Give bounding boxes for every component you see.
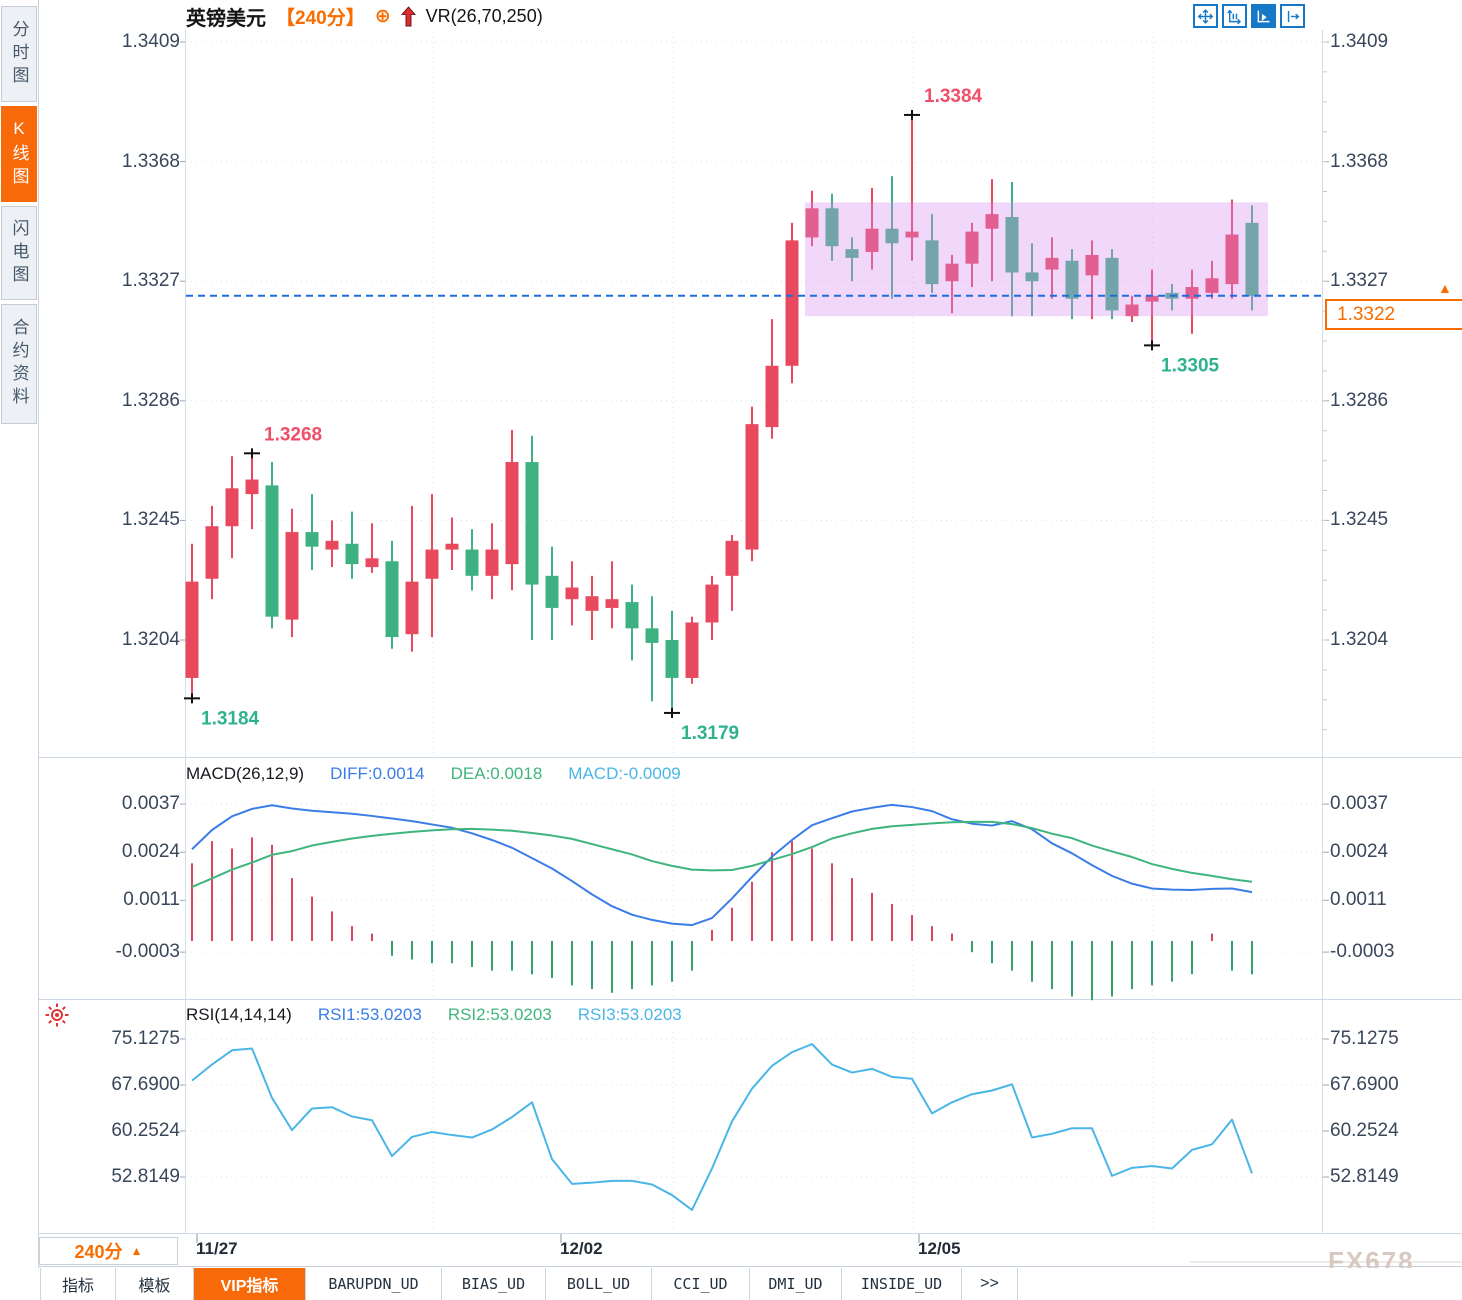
svg-text:1.3179: 1.3179 xyxy=(681,723,739,744)
rsi-header: RSI(14,14,14) RSI1:53.0203 RSI2:53.0203 … xyxy=(186,1005,682,1025)
rsi1-value: RSI1:53.0203 xyxy=(317,1005,422,1024)
add-indicator-icon[interactable]: ⊕ xyxy=(374,5,391,27)
tab-vip[interactable]: VIP指标 xyxy=(194,1268,306,1300)
svg-text:1.3384: 1.3384 xyxy=(924,86,983,107)
macd-diff-value: DIFF:0.0014 xyxy=(330,764,425,783)
period-label[interactable]: 【240分】 xyxy=(276,8,365,29)
sidebar-item-time-chart[interactable]: 分时图 xyxy=(1,6,37,102)
pointer-scale-icon[interactable] xyxy=(1251,4,1276,28)
macd-value: MACD:-0.0009 xyxy=(568,764,681,783)
macd-dea-value: DEA:0.0018 xyxy=(450,764,543,783)
overlay-indicator-label[interactable]: VR(26,70,250) xyxy=(425,6,543,26)
svg-text:1.3268: 1.3268 xyxy=(264,424,322,445)
period-selector-arrow-icon: ▲ xyxy=(130,1244,143,1258)
rsi3-value: RSI3:53.0203 xyxy=(577,1005,682,1024)
tab-barupdn_ud[interactable]: BARUPDN_UD xyxy=(306,1268,442,1300)
pan-right-icon[interactable] xyxy=(1280,4,1305,28)
period-selector-label: 240分 xyxy=(74,1242,123,1262)
sidebar: 分时图 K线图闪电图合约资料 xyxy=(0,0,39,1300)
price-tag-arrow-icon: ▲ xyxy=(1438,280,1452,296)
tab->>[interactable]: >> xyxy=(962,1268,1018,1300)
chart-header: 英镑美元 【240分】 ⊕ VR(26,70,250) xyxy=(186,2,543,31)
rsi2-value: RSI2:53.0203 xyxy=(447,1005,552,1024)
period-selector[interactable]: 240分 ▲ xyxy=(39,1237,178,1265)
axis-scale-icon[interactable] xyxy=(1222,4,1247,28)
tab-cci_ud[interactable]: CCI_UD xyxy=(652,1268,750,1300)
sidebar-item-lightning-chart[interactable]: 闪电图 xyxy=(1,206,37,300)
chart-toolbar xyxy=(1193,4,1305,28)
rsi-title[interactable]: RSI(14,14,14) xyxy=(186,1005,292,1024)
tab-bias_ud[interactable]: BIAS_UD xyxy=(442,1268,546,1300)
tab-inside_ud[interactable]: INSIDE_UD xyxy=(842,1268,962,1300)
tab-boll_ud[interactable]: BOLL_UD xyxy=(546,1268,652,1300)
tab-dmi_ud[interactable]: DMI_UD xyxy=(750,1268,842,1300)
tab-[interactable]: 模板 xyxy=(116,1268,194,1300)
sidebar-item-kline-chart[interactable]: K线图 xyxy=(1,106,37,202)
sidebar-item-contract-info[interactable]: 合约资料 xyxy=(1,304,37,424)
indicator-tabbar: 指标 模板 VIP指标 BARUPDN_UD BIAS_UD BOLL_UD CCI_UD D… xyxy=(0,1268,1462,1300)
alert-sun-icon[interactable] xyxy=(44,1002,70,1033)
symbol-title: 英镑美元 xyxy=(186,8,266,30)
svg-text:1.3305: 1.3305 xyxy=(1161,355,1220,376)
macd-title[interactable]: MACD(26,12,9) xyxy=(186,764,305,783)
svg-text:1.3184: 1.3184 xyxy=(201,708,260,729)
macd-header: MACD(26,12,9) DIFF:0.0014 DEA:0.0018 MAC… xyxy=(186,764,681,784)
current-price-tag: 1.3322 xyxy=(1325,299,1462,330)
tab-[interactable]: 指标 xyxy=(40,1268,116,1300)
up-arrow-icon xyxy=(400,6,416,27)
pan-tool-icon[interactable] xyxy=(1193,4,1218,28)
